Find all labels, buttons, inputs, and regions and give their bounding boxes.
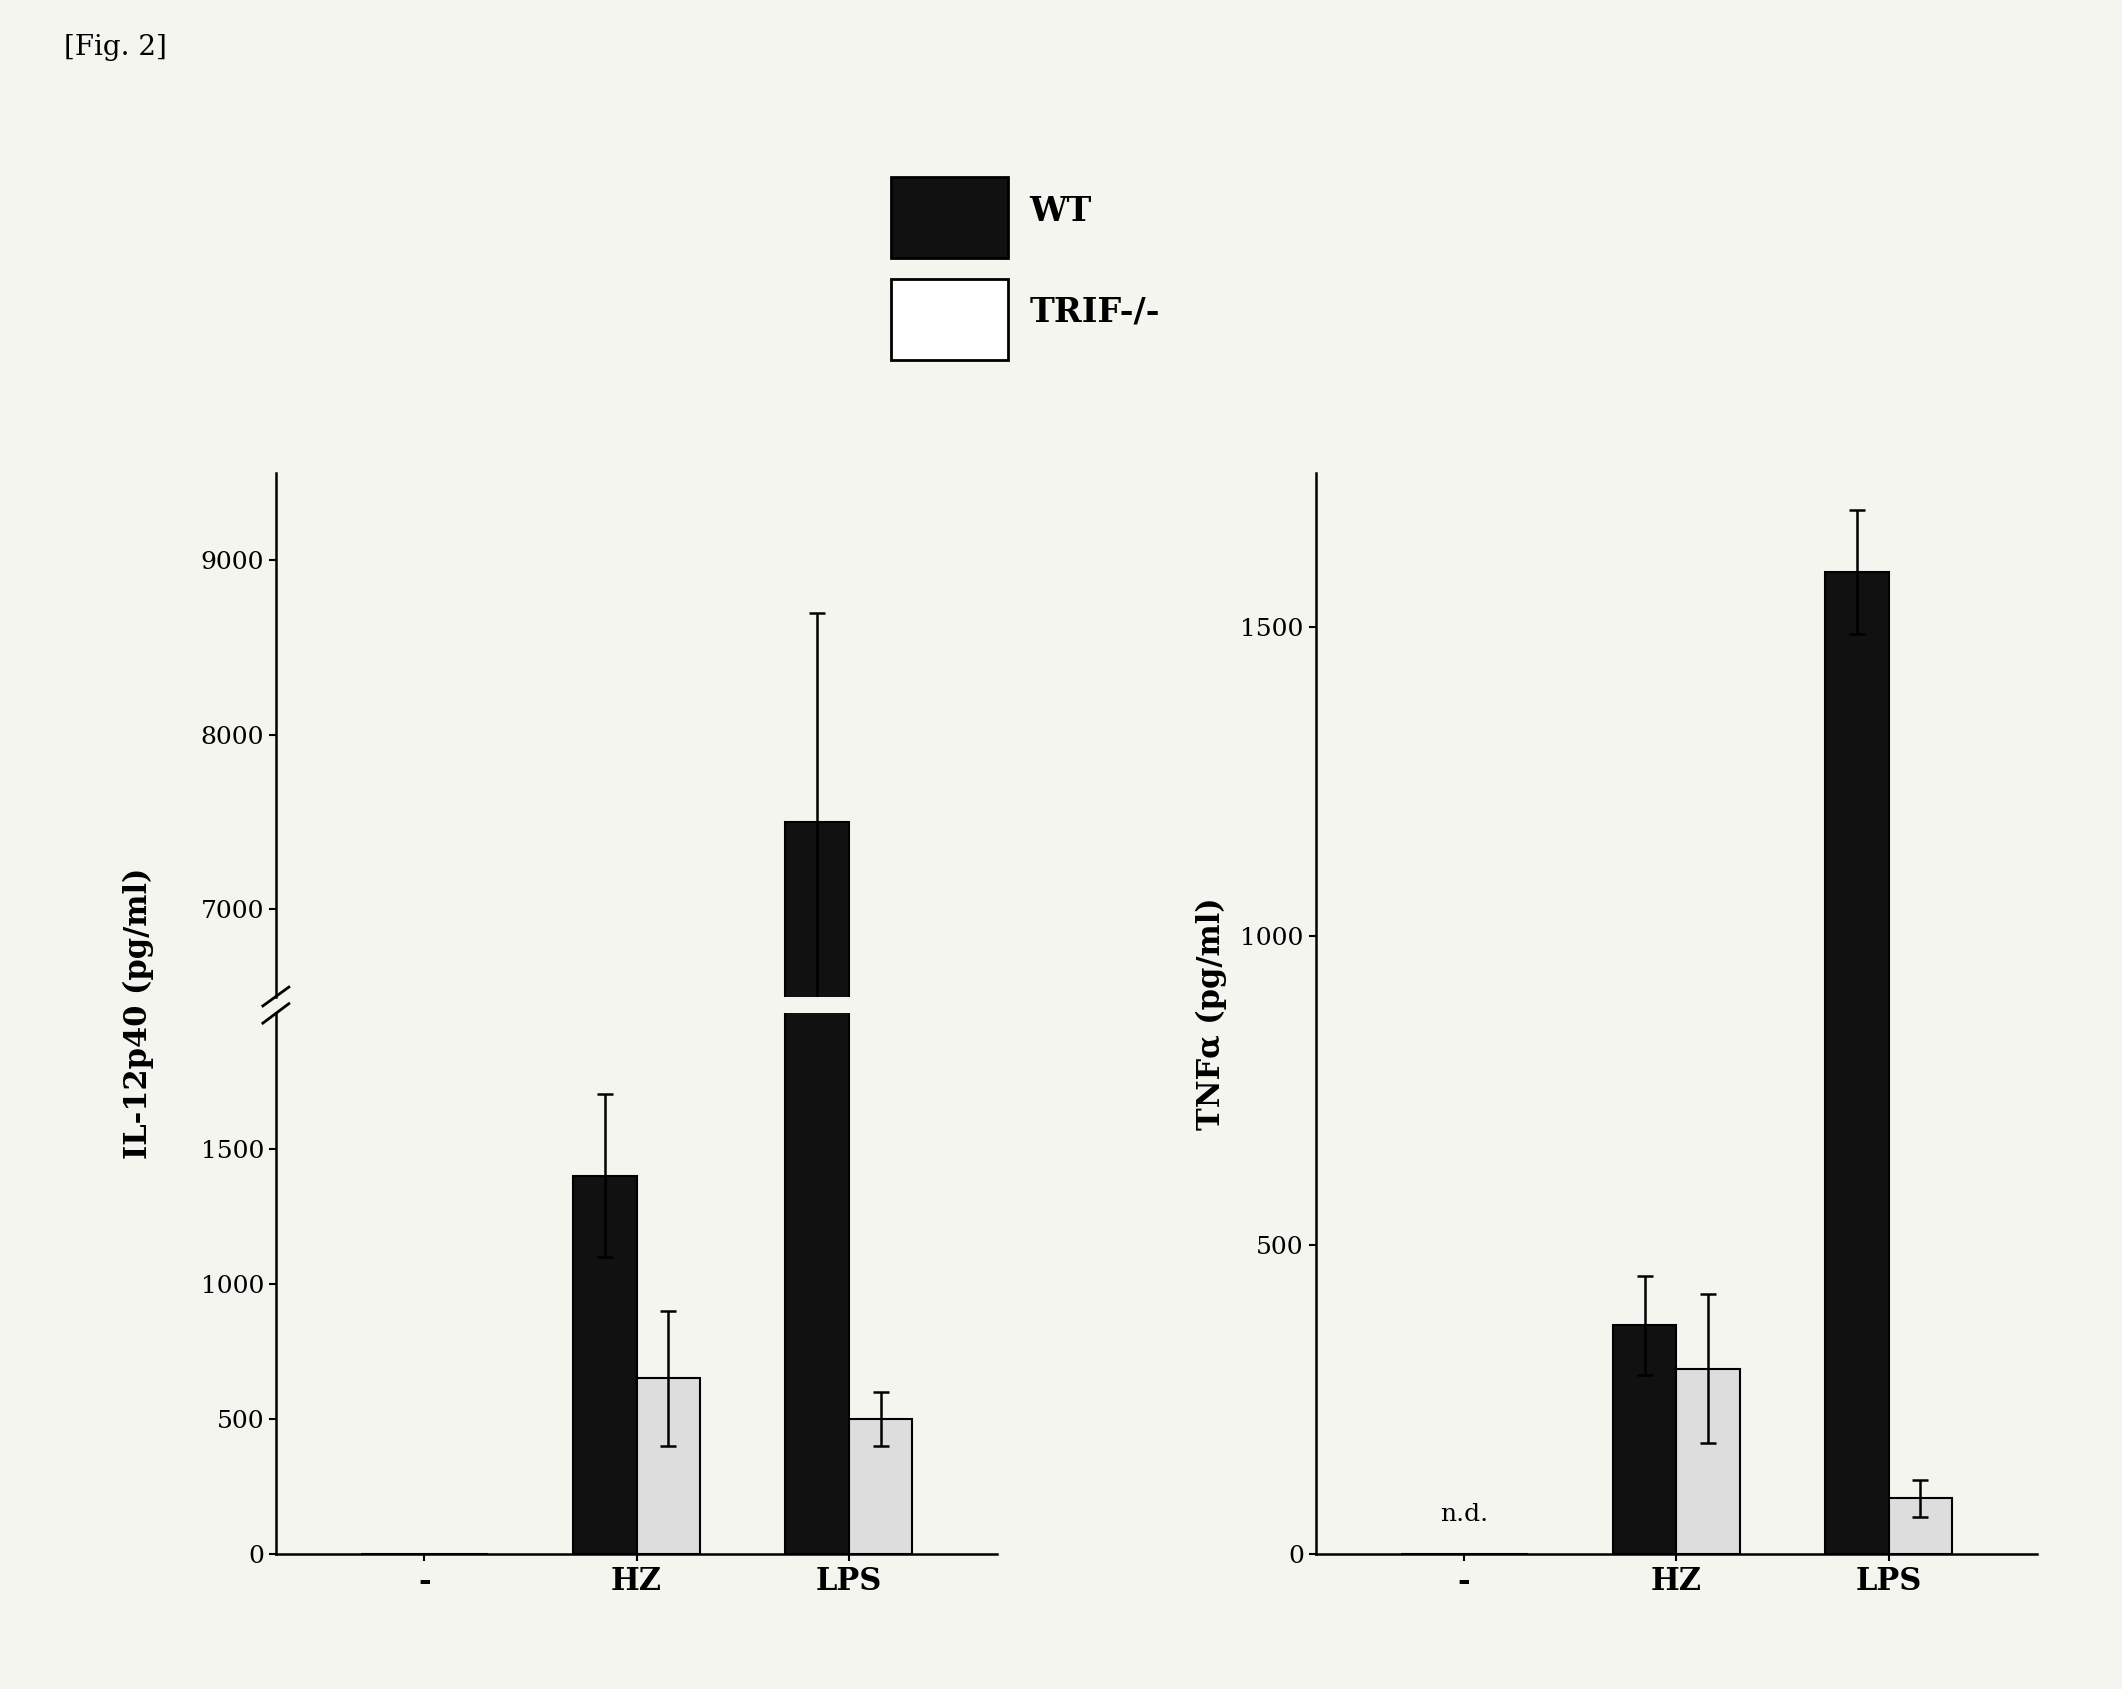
- Bar: [1676, 1368, 1740, 1554]
- Bar: [1889, 1498, 1952, 1554]
- Bar: [1825, 573, 1889, 1554]
- Bar: [849, 1419, 912, 1554]
- Text: WT: WT: [1029, 194, 1091, 228]
- Bar: [1613, 1326, 1676, 1554]
- Bar: [573, 1176, 637, 1554]
- Bar: [785, 823, 849, 1689]
- Text: n.d.: n.d.: [1441, 1503, 1488, 1527]
- Y-axis label: TNFα (pg/ml): TNFα (pg/ml): [1195, 897, 1227, 1130]
- Text: TRIF-/-: TRIF-/-: [1029, 296, 1159, 329]
- Text: [Fig. 2]: [Fig. 2]: [64, 34, 166, 61]
- Bar: [637, 1378, 700, 1554]
- Text: IL-12p40 (pg/ml): IL-12p40 (pg/ml): [123, 868, 153, 1159]
- Bar: [785, 0, 849, 1554]
